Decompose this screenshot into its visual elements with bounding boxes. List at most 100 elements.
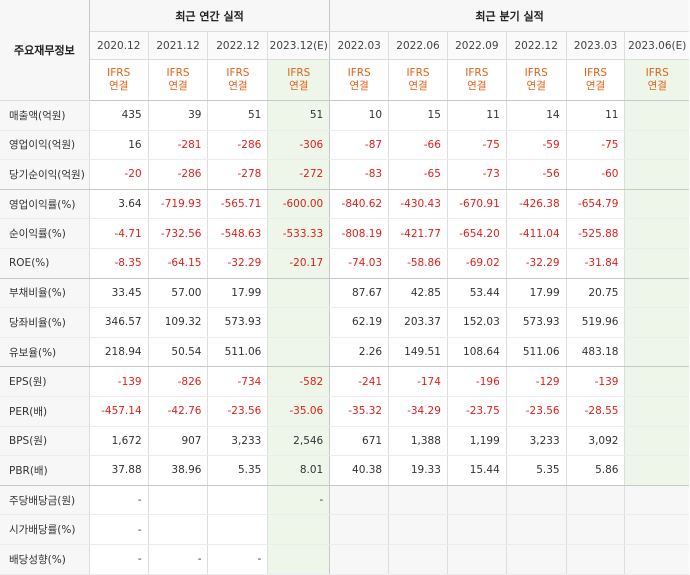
period-header: 2023.06(E) [624,31,689,60]
data-cell [505,485,567,516]
data-cell: 51 [207,100,268,131]
data-cell [624,426,689,457]
consolidated-label: 연결 [408,80,428,92]
consolidated-label: 연결 [585,80,606,92]
period-header: 2022.03 [329,31,389,60]
data-cell: -421.77 [388,218,448,249]
data-cell: -75 [446,130,507,161]
data-cell: -139 [88,366,149,397]
header-row-periods: 2020.12 2021.12 2022.12 2023.12(E) 2022.03 20… [0,31,689,60]
data-cell: -65 [388,159,448,190]
period-header: 2021.12 [147,31,208,60]
data-cell: -34.29 [388,396,448,427]
data-cell: 573.93 [505,307,567,338]
data-cell: - [267,485,330,516]
row-label: 주당배당금(원) [0,485,90,516]
table-row: 시가배당률(%) - [0,514,689,545]
data-cell: 152.03 [446,307,507,338]
data-cell: -565.71 [207,189,268,220]
data-cell [624,278,689,309]
data-cell [267,278,330,309]
data-cell: 3.64 [88,189,149,220]
data-cell: -533.33 [267,218,330,249]
table-body: 매출액(억원) 435 39 51 51 10 15 11 14 11 영업이익(억원) 16 -281… [0,100,689,575]
ifrs-label: IFRS [347,67,371,79]
row-label: 당기순이익(억원) [0,159,90,190]
data-cell: - [88,485,149,516]
table-row: 유보율(%) 218.94 50.54 511.06 2.26 149.51 108.64 5… [0,337,689,368]
data-cell [624,544,689,575]
data-cell [267,514,330,545]
data-cell [624,218,689,249]
row-label: PER(배) [0,396,90,427]
ifrs-label: IFRS [406,67,430,79]
period-header: 2020.12 [89,31,149,60]
data-cell [267,337,330,368]
data-cell: 1,199 [446,426,507,457]
data-cell: 51 [267,100,330,131]
data-cell: -66 [388,130,448,161]
data-cell: 511.06 [505,337,567,368]
data-cell: -840.62 [329,189,389,220]
row-label: 부채비율(%) [0,278,90,309]
consolidated-label: 연결 [526,80,546,92]
data-cell: -4.71 [88,218,149,249]
data-cell: -32.29 [505,248,567,279]
ifrs-header: IFRS 연결 [565,59,625,101]
data-cell: -306 [267,130,330,161]
row-label: 영업이익률(%) [0,189,90,220]
table-row: 영업이익률(%) 3.64 -719.93 -565.71 -600.00 -840.62… [0,189,689,220]
data-cell: - [207,544,268,575]
ifrs-label: IFRS [524,67,548,79]
data-cell: -8.35 [88,248,149,279]
row-label: BPS(원) [0,426,90,457]
data-cell [505,514,567,545]
table-row: PBR(배) 37.88 38.96 5.35 8.01 40.38 19.33 15.44 5… [0,455,689,486]
quarterly-title: 최근 분기 실적 [329,0,689,32]
data-cell: 20.75 [565,278,625,309]
data-cell: -75 [565,130,625,161]
data-cell: -808.19 [329,218,389,249]
ifrs-label: IFRS [166,67,190,79]
ifrs-header: IFRS 연결 [89,59,149,101]
data-cell: -20.17 [267,248,330,279]
data-cell: 37.88 [88,455,149,486]
data-cell: -719.93 [147,189,208,220]
data-cell: 671 [329,426,389,457]
data-cell: 2.26 [329,337,389,368]
data-cell: 5.35 [207,455,268,486]
data-cell: -525.88 [565,218,625,249]
table-row: PER(배) -457.14 -42.76 -23.56 -35.06 -35.32 -34… [0,396,689,427]
data-cell: -826 [147,366,208,397]
data-cell [624,455,689,486]
data-cell: 2,546 [267,426,330,457]
data-cell: - [88,544,149,575]
data-cell: 3,092 [565,426,625,457]
table-row: 당좌비율(%) 346.57 109.32 573.93 62.19 203.37 152.… [0,307,689,338]
data-cell: -278 [207,159,268,190]
data-cell: 483.18 [565,337,625,368]
data-cell: 218.94 [88,337,149,368]
data-cell [624,248,689,279]
data-cell: -129 [505,366,567,397]
data-cell: 907 [147,426,208,457]
data-cell [624,396,689,427]
table-row: ROE(%) -8.35 -64.15 -32.29 -20.17 -74.03 -58.8… [0,248,689,279]
data-cell: -286 [147,159,208,190]
data-cell: 40.38 [329,455,389,486]
table-row: 배당성향(%) - - - [0,544,689,575]
table-row: 순이익률(%) -4.71 -732.56 -548.63 -533.33 -808.19… [0,218,689,249]
data-cell: 19.33 [388,455,448,486]
data-cell: -654.79 [565,189,625,220]
row-label: 매출액(억원) [0,100,90,131]
data-cell [147,514,208,545]
data-cell [329,544,389,575]
ifrs-label: IFRS [226,67,250,79]
data-cell: - [88,514,149,545]
data-cell [624,130,689,161]
consolidated-label: 연결 [289,80,309,92]
table-row: 당기순이익(억원) -20 -286 -278 -272 -83 -65 -73 -56 -60 [0,159,689,190]
data-cell: 33.45 [88,278,149,309]
data-cell: -42.76 [147,396,208,427]
